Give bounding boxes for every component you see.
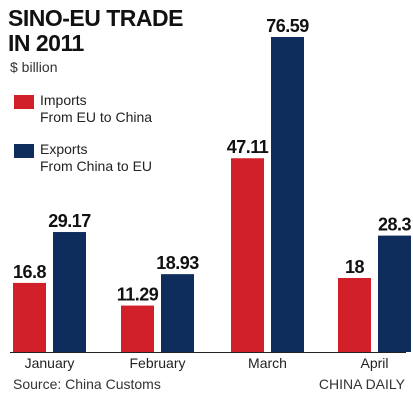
value-label-exports-march: 76.59 (266, 16, 309, 36)
legend-desc-exports: From China to EU (40, 158, 153, 174)
bar-exports-march (271, 37, 304, 352)
category-label-february: February (129, 355, 185, 371)
category-label-march: March (248, 355, 287, 371)
bar-exports-february (161, 274, 194, 352)
value-label-imports-january: 16.8 (13, 262, 47, 282)
title-line-1: SINO-EU TRADE (8, 5, 183, 31)
title-line-2: IN 2011 (8, 30, 84, 56)
value-label-imports-march: 47.11 (227, 137, 269, 157)
bar-imports-february (121, 305, 154, 352)
bar-imports-january (13, 282, 46, 352)
category-label-january: January (25, 355, 75, 371)
bar-exports-april (378, 235, 411, 352)
category-label-april: April (360, 355, 388, 371)
legend-desc-imports: From EU to China (40, 109, 153, 125)
bar-imports-march (231, 158, 264, 352)
value-label-exports-april: 28.3 (378, 215, 412, 235)
legend-label-exports: Exports (40, 141, 88, 157)
legend-label-imports: Imports (40, 92, 87, 108)
credit-note: CHINA DAILY (318, 376, 405, 392)
value-label-exports-january: 29.17 (48, 211, 91, 231)
legend-swatch-imports (14, 95, 34, 109)
value-label-exports-february: 18.93 (156, 253, 199, 273)
source-note: Source: China Customs (13, 376, 161, 392)
unit-subtitle: $ billion (10, 59, 58, 75)
bar-imports-april (338, 277, 371, 352)
chart-title: SINO-EU TRADE IN 2011 (8, 6, 183, 56)
value-label-imports-april: 18 (345, 257, 365, 277)
legend-swatch-exports (14, 144, 34, 158)
value-label-imports-february: 11.29 (117, 285, 159, 305)
bar-exports-january (53, 232, 86, 352)
